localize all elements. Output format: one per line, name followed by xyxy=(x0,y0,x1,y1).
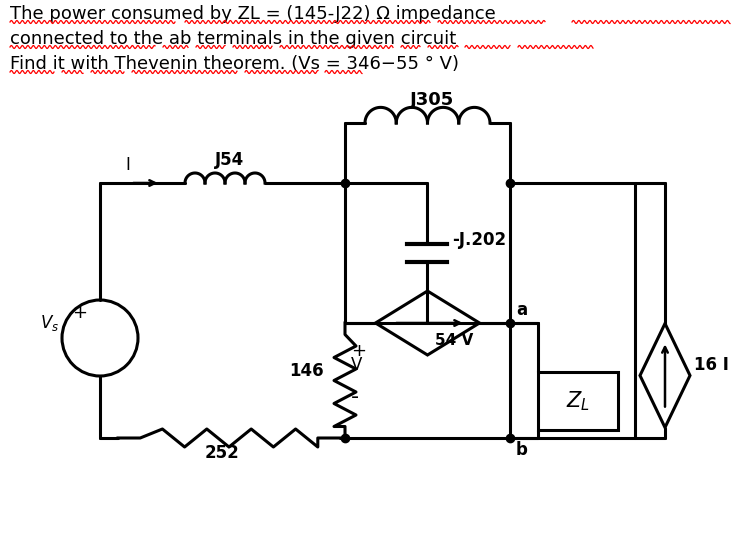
Text: Find it with Thevenin theorem. (Vs = 346−55 ° V): Find it with Thevenin theorem. (Vs = 346… xyxy=(10,55,459,73)
Polygon shape xyxy=(640,324,690,427)
Text: $Z_L$: $Z_L$ xyxy=(566,389,590,413)
Text: 16 I: 16 I xyxy=(694,357,729,374)
Bar xyxy=(538,372,618,430)
Text: -J.202: -J.202 xyxy=(453,231,507,249)
Text: $V_s$: $V_s$ xyxy=(40,313,59,333)
Text: connected to the ab terminals in the given circuit: connected to the ab terminals in the giv… xyxy=(10,30,456,48)
Text: J54: J54 xyxy=(215,151,245,169)
Text: J305: J305 xyxy=(410,91,455,109)
Text: +: + xyxy=(351,342,366,359)
Text: 252: 252 xyxy=(205,444,240,462)
Text: The power consumed by ZL = (145-J22) Ω impedance: The power consumed by ZL = (145-J22) Ω i… xyxy=(10,5,496,23)
Text: b: b xyxy=(516,441,528,459)
Text: -: - xyxy=(351,387,359,406)
Text: V: V xyxy=(351,357,362,374)
Text: +: + xyxy=(73,304,88,322)
Text: 54 V: 54 V xyxy=(436,333,473,348)
Text: 146: 146 xyxy=(289,362,324,379)
Text: a: a xyxy=(516,301,527,319)
Text: I: I xyxy=(125,156,130,174)
